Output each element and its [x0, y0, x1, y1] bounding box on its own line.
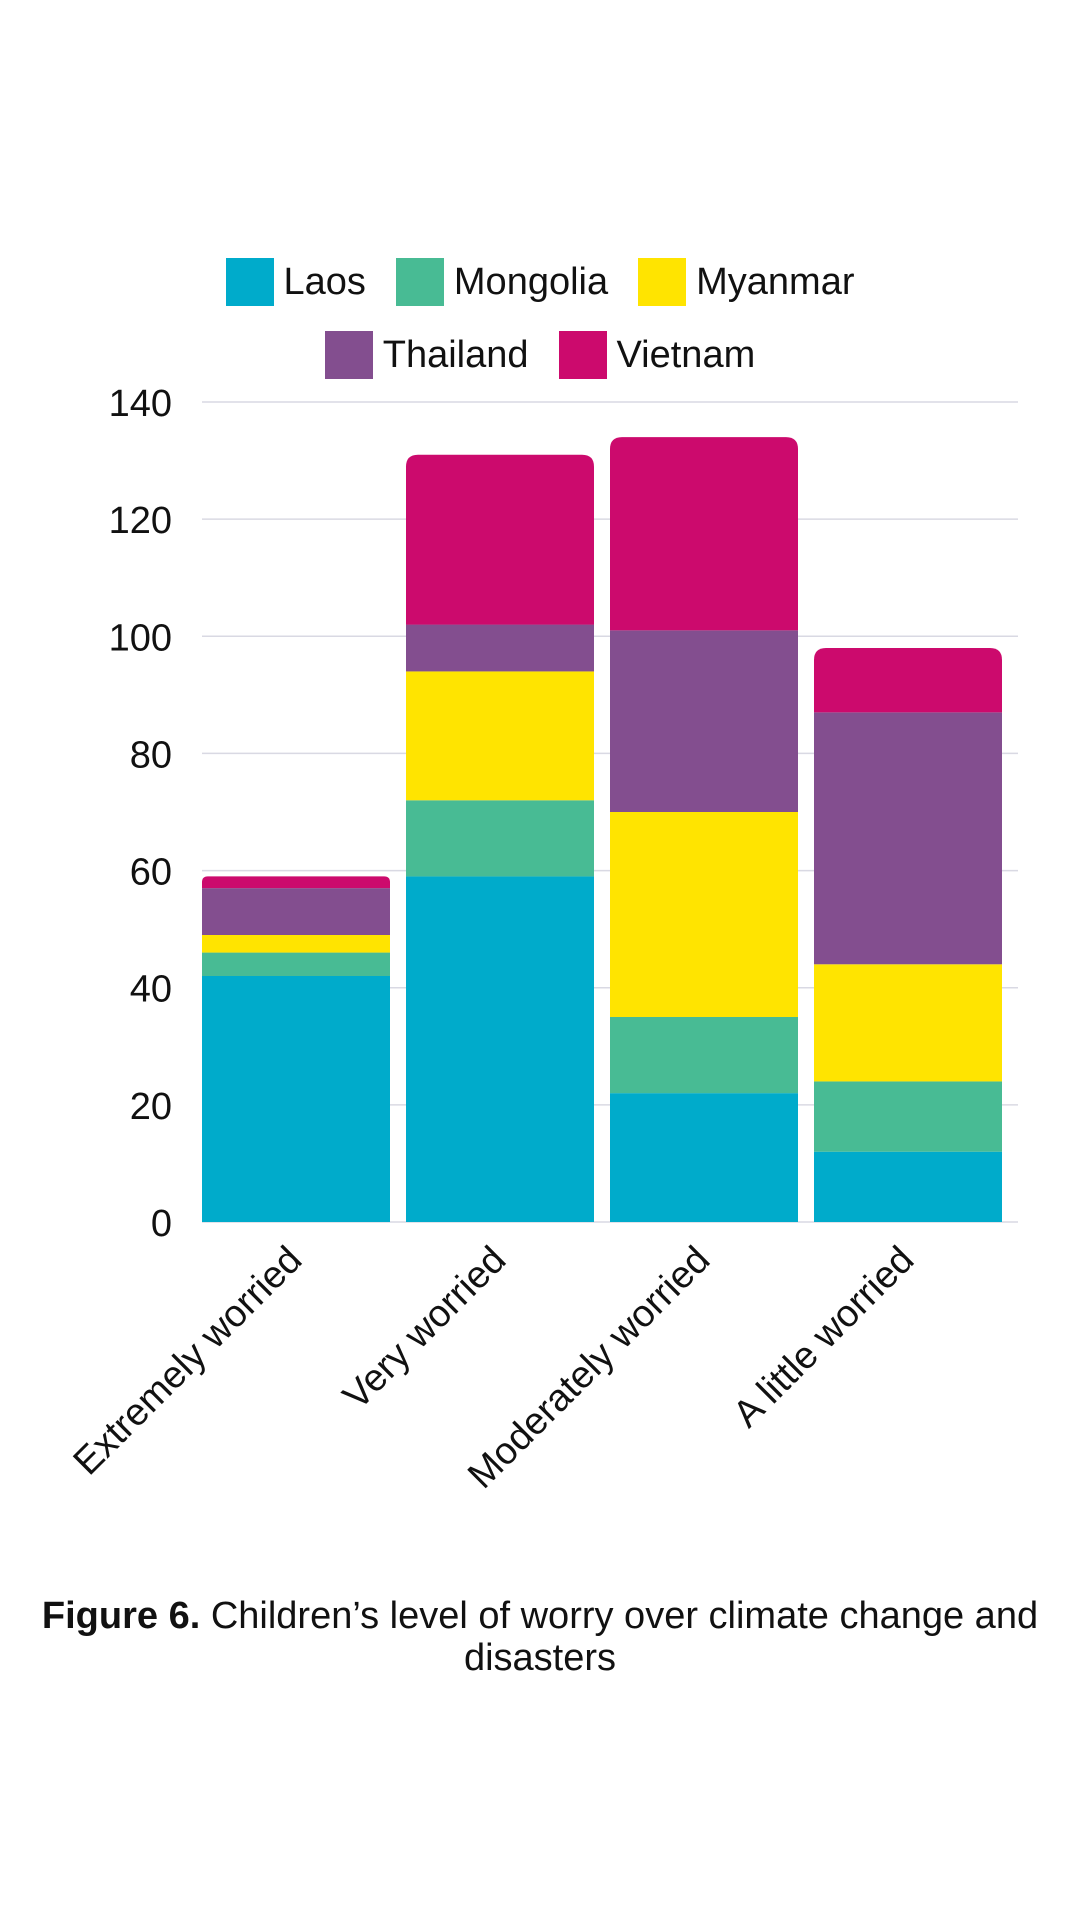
bar-segment-vietnam — [406, 454, 594, 625]
legend-row-2: Thailand Vietnam — [324, 331, 756, 379]
x-tick-label: A little worried — [725, 1239, 922, 1436]
legend-label-mongolia: Mongolia — [453, 261, 609, 303]
bar-segment-mongolia — [610, 1017, 798, 1094]
legend-swatch-laos — [225, 258, 274, 306]
bar-segment-mongolia — [814, 1081, 1002, 1152]
figure-caption: Figure 6. Children’s level of worry over… — [20, 1595, 1060, 1679]
y-axis-ticks: 0 20 40 60 80 100 120 140 — [109, 383, 172, 1245]
bar-segment-mongolia — [202, 952, 390, 976]
bar-segment-myanmar — [202, 935, 390, 953]
bar-segment-thailand — [610, 630, 798, 812]
y-tick-label: 80 — [130, 734, 172, 776]
bar-segment-vietnam — [202, 876, 390, 889]
legend: Laos Mongolia Myanmar Thailand Vietnam — [0, 258, 1080, 379]
bar-segment-thailand — [202, 888, 390, 935]
legend-item-mongolia: Mongolia — [395, 258, 609, 306]
legend-item-vietnam: Vietnam — [558, 331, 756, 379]
caption-text: Children’s level of worry over climate c… — [200, 1595, 1039, 1679]
bar-segment-laos — [406, 876, 594, 1222]
bars — [202, 437, 1002, 1222]
legend-label-laos: Laos — [283, 261, 366, 303]
legend-swatch-thailand — [324, 331, 373, 379]
caption-prefix: Figure 6. — [41, 1595, 201, 1637]
bar-segment-thailand — [406, 624, 594, 672]
bar-segment-laos — [202, 976, 390, 1222]
bar-segment-mongolia — [406, 800, 594, 877]
bar-segment-laos — [814, 1151, 1002, 1222]
legend-swatch-myanmar — [638, 258, 687, 306]
y-tick-label: 140 — [109, 383, 172, 425]
y-tick-label: 120 — [109, 500, 172, 542]
legend-row-1: Laos Mongolia Myanmar — [225, 258, 855, 306]
bar-segment-thailand — [814, 712, 1002, 965]
y-tick-label: 20 — [130, 1086, 172, 1128]
legend-label-thailand: Thailand — [382, 334, 529, 376]
y-tick-label: 0 — [151, 1203, 172, 1245]
legend-label-myanmar: Myanmar — [696, 261, 855, 303]
bar-segment-vietnam — [814, 648, 1002, 713]
y-tick-label: 40 — [130, 969, 172, 1011]
legend-label-vietnam: Vietnam — [616, 334, 756, 376]
y-tick-label: 60 — [130, 852, 172, 894]
legend-swatch-vietnam — [558, 331, 607, 379]
legend-swatch-mongolia — [395, 258, 444, 306]
bar-segment-myanmar — [406, 671, 594, 801]
bar-segment-myanmar — [814, 964, 1002, 1082]
legend-item-thailand: Thailand — [324, 331, 529, 379]
x-axis-ticks: Extremely worried Very worriedModerately … — [66, 1239, 923, 1497]
bar-segment-vietnam — [610, 437, 798, 631]
legend-item-laos: Laos — [225, 258, 366, 306]
x-tick-label: Extremely worried — [66, 1239, 311, 1484]
bar-segment-laos — [610, 1093, 798, 1222]
bar-segment-myanmar — [610, 812, 798, 1017]
x-tick-label: Very worried — [335, 1239, 514, 1418]
y-tick-label: 100 — [109, 617, 172, 659]
legend-item-myanmar: Myanmar — [638, 258, 855, 306]
